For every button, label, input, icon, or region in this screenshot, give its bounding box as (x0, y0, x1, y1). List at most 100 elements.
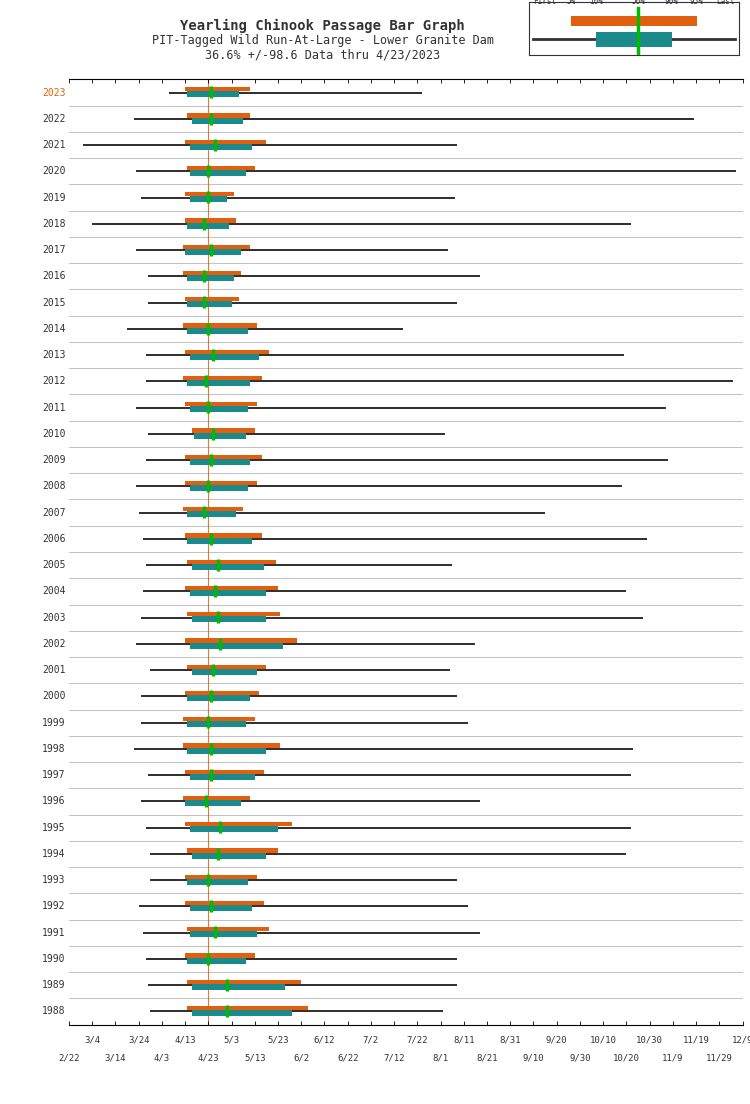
Bar (194, 432, 245, 438)
Text: 2001: 2001 (42, 665, 65, 676)
Bar (190, 825, 278, 832)
Text: 8/31: 8/31 (500, 1036, 521, 1044)
Bar (188, 1006, 308, 1010)
Bar (185, 247, 241, 255)
Bar (83, 144, 457, 146)
Bar (141, 722, 469, 724)
Bar (183, 375, 262, 380)
Bar (139, 905, 469, 907)
Bar (183, 507, 243, 511)
Text: 90%: 90% (664, 0, 679, 6)
Bar (148, 433, 446, 435)
Bar (148, 275, 480, 277)
Text: 6/2: 6/2 (293, 1053, 309, 1062)
Text: 11/29: 11/29 (706, 1053, 733, 1062)
Bar (188, 221, 230, 229)
Bar (127, 328, 404, 330)
Text: 5%: 5% (566, 0, 575, 6)
Text: 2007: 2007 (42, 508, 65, 518)
Bar (190, 352, 260, 360)
Text: 1992: 1992 (42, 901, 65, 912)
Text: 3/14: 3/14 (105, 1053, 126, 1062)
Bar (148, 774, 631, 776)
Bar (192, 851, 266, 859)
Text: 2017: 2017 (42, 245, 65, 255)
Bar (185, 586, 278, 590)
Text: 2013: 2013 (42, 350, 65, 360)
Text: 2000: 2000 (42, 691, 65, 701)
Bar (185, 954, 255, 957)
Text: 2014: 2014 (42, 323, 65, 333)
Bar (146, 459, 668, 461)
Text: 36.6% +/-98.6 Data thru 4/23/2023: 36.6% +/-98.6 Data thru 4/23/2023 (205, 49, 440, 62)
Text: 2010: 2010 (42, 428, 65, 439)
Bar (185, 402, 257, 406)
Bar (185, 533, 262, 538)
Bar (188, 848, 278, 852)
Bar (188, 166, 255, 170)
Bar (146, 564, 452, 566)
Bar (185, 638, 296, 643)
Text: 2/22: 2/22 (58, 1053, 80, 1062)
Bar (185, 901, 264, 905)
Bar (188, 956, 245, 964)
Text: 7/22: 7/22 (406, 1036, 428, 1044)
Text: 5/13: 5/13 (244, 1053, 266, 1062)
Text: 2003: 2003 (42, 613, 65, 623)
Text: Yearling Chinook Passage Bar Graph: Yearling Chinook Passage Bar Graph (180, 19, 465, 33)
Bar (143, 591, 626, 593)
Text: 7/12: 7/12 (383, 1053, 405, 1062)
Bar (185, 219, 236, 223)
Text: 1995: 1995 (42, 822, 65, 832)
Bar (192, 563, 264, 570)
Text: 10/30: 10/30 (636, 1036, 663, 1044)
Bar (596, 32, 671, 46)
Bar (188, 720, 245, 728)
Text: 5/3: 5/3 (224, 1036, 240, 1044)
Bar (188, 537, 253, 543)
Text: 11/9: 11/9 (662, 1053, 683, 1062)
Bar (150, 852, 626, 854)
Bar (188, 665, 266, 669)
Text: 3/24: 3/24 (128, 1036, 149, 1044)
Text: 10%: 10% (589, 0, 603, 6)
Bar (188, 927, 268, 932)
Bar (146, 958, 457, 960)
Bar (192, 668, 257, 675)
Text: 8/11: 8/11 (453, 1036, 475, 1044)
Bar (188, 91, 238, 97)
Bar (143, 932, 480, 934)
Text: Last: Last (716, 0, 734, 6)
Bar (146, 354, 624, 357)
Text: 4/13: 4/13 (174, 1036, 196, 1044)
Text: 2008: 2008 (42, 481, 65, 491)
Bar (148, 984, 457, 986)
Bar (185, 769, 264, 774)
Bar (136, 170, 736, 172)
Text: 1996: 1996 (42, 796, 65, 806)
Bar (148, 301, 457, 304)
Bar (150, 1010, 443, 1012)
Bar (192, 1009, 292, 1016)
Text: 12/9: 12/9 (732, 1036, 750, 1044)
Bar (185, 455, 262, 459)
Text: 7/2: 7/2 (363, 1036, 379, 1044)
Bar (190, 142, 253, 150)
Text: 10/20: 10/20 (613, 1053, 640, 1062)
Bar (188, 979, 302, 984)
Text: 2011: 2011 (42, 403, 65, 413)
Bar (190, 588, 266, 596)
Text: 2016: 2016 (42, 272, 65, 282)
Bar (190, 169, 245, 177)
Text: PIT-Tagged Wild Run-At-Large - Lower Granite Dam: PIT-Tagged Wild Run-At-Large - Lower Gra… (152, 34, 494, 47)
Bar (183, 743, 280, 747)
Text: 9/30: 9/30 (569, 1053, 591, 1062)
Bar (141, 616, 643, 618)
Bar (134, 747, 633, 750)
Bar (188, 693, 250, 701)
Bar (188, 560, 276, 564)
Text: 8/21: 8/21 (476, 1053, 498, 1062)
Bar (188, 300, 232, 307)
Bar (192, 428, 255, 433)
Text: 10/10: 10/10 (590, 1036, 616, 1044)
